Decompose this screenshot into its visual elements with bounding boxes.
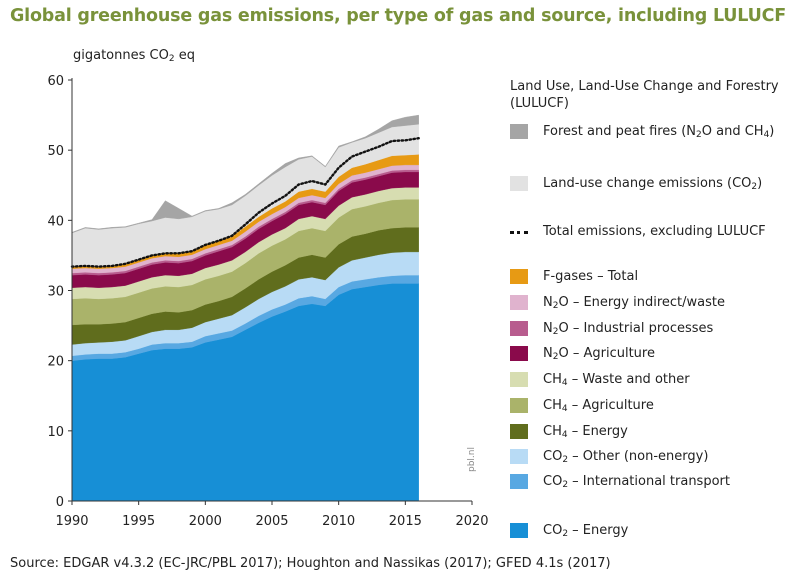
legend-item-n2o_proc: N2O – Industrial processes [510, 320, 790, 340]
y-tick-label: 50 [47, 144, 64, 159]
legend-swatch [510, 523, 528, 538]
total-excluding-lulucf-line [70, 136, 420, 268]
legend-swatch [510, 346, 528, 361]
chart-title: Global greenhouse gas emissions, per typ… [10, 6, 787, 26]
legend-item-total: Total emissions, excluding LULUCF [510, 223, 790, 243]
legend-item-co2_energy: CO2 – Energy [510, 522, 790, 542]
legend-swatch [510, 449, 528, 464]
legend-item-ch4_energy: CH4 – Energy [510, 423, 790, 443]
y-tick-label: 30 [47, 285, 64, 300]
x-tick-label: 2015 [389, 514, 422, 529]
legend-label: CO2 – Energy [543, 523, 629, 539]
legend-item-co2_intl: CO2 – International transport [510, 473, 790, 493]
y-tick-label: 0 [56, 495, 64, 510]
x-tick-label: 2000 [189, 514, 222, 529]
y-tick-label: 60 [47, 74, 64, 89]
legend-label: CO2 – International transport [543, 474, 730, 490]
legend-swatch [510, 176, 528, 191]
legend-swatch [510, 474, 528, 489]
x-tick-label: 2005 [255, 514, 288, 529]
source-note: Source: EDGAR v4.3.2 (EC-JRC/PBL 2017); … [10, 556, 611, 571]
legend-item-co2_other: CO2 – Other (non-energy) [510, 448, 790, 468]
legend-swatch [510, 269, 528, 284]
legend-label: Forest and peat fires (N2O and CH4) [543, 124, 775, 140]
legend-label: CH4 – Agriculture [543, 398, 654, 414]
legend-item-n2o_agri: N2O – Agriculture [510, 345, 790, 365]
legend-swatch [510, 321, 528, 336]
y-tick-label: 40 [47, 214, 64, 229]
legend-title: Land Use, Land-Use Change and Forestry (… [510, 79, 779, 111]
y-tick-label: 20 [47, 355, 64, 370]
legend-label: Land-use change emissions (CO2) [543, 176, 763, 192]
legend-item-fgas: F-gases – Total [510, 268, 790, 288]
legend-label: N2O – Agriculture [543, 346, 655, 362]
legend-swatch [510, 124, 528, 139]
stacked-areas [71, 114, 419, 502]
y-axis-unit-label: gigatonnes CO2 eq [73, 48, 195, 64]
legend-label: Total emissions, excluding LULUCF [543, 224, 766, 239]
legend-label: F-gases – Total [543, 269, 639, 284]
legend-swatch [510, 424, 528, 439]
legend-label: N2O – Industrial processes [543, 321, 714, 337]
legend-swatch [510, 295, 528, 310]
legend-swatch [510, 231, 528, 234]
legend-label: CH4 – Energy [543, 424, 628, 440]
area-series-11 [71, 114, 419, 234]
chart-overlay: 0 10 20 30 40 50 60 1990 1995 2000 2005 2010 2015 202… [47, 74, 488, 529]
legend-label: N2O – Energy indirect/waste [543, 295, 725, 311]
x-tick-label: 1990 [55, 514, 88, 529]
legend-swatch [510, 372, 528, 387]
legend-label: CH4 – Waste and other [543, 372, 690, 388]
legend-item-ch4_waste: CH4 – Waste and other [510, 371, 790, 391]
legend-item-n2o_ind: N2O – Energy indirect/waste [510, 294, 790, 314]
legend-item-ch4_agri: CH4 – Agriculture [510, 397, 790, 417]
legend-swatch [510, 398, 528, 413]
y-tick-label: 10 [47, 425, 64, 440]
x-tick-label: 2020 [455, 514, 488, 529]
x-tick-label: 2010 [322, 514, 355, 529]
legend-item-luc: Land-use change emissions (CO2) [510, 175, 790, 195]
credit-label: pbl.nl [467, 447, 477, 472]
x-tick-label: 1995 [122, 514, 155, 529]
legend-label: CO2 – Other (non-energy) [543, 449, 709, 465]
legend-item-fires: Forest and peat fires (N2O and CH4) [510, 123, 790, 143]
